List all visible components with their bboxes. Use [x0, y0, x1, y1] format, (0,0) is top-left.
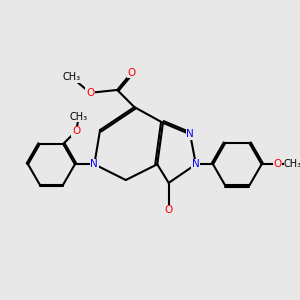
Text: CH₃: CH₃ — [284, 159, 300, 169]
Text: O: O — [128, 68, 136, 78]
Text: N: N — [186, 129, 194, 139]
Text: O: O — [273, 159, 281, 169]
Text: O: O — [86, 88, 94, 98]
Text: CH₃: CH₃ — [62, 72, 80, 82]
Text: O: O — [72, 126, 80, 136]
Text: N: N — [192, 159, 200, 169]
Text: O: O — [165, 205, 173, 215]
Text: N: N — [91, 159, 98, 169]
Text: CH₃: CH₃ — [70, 112, 88, 122]
